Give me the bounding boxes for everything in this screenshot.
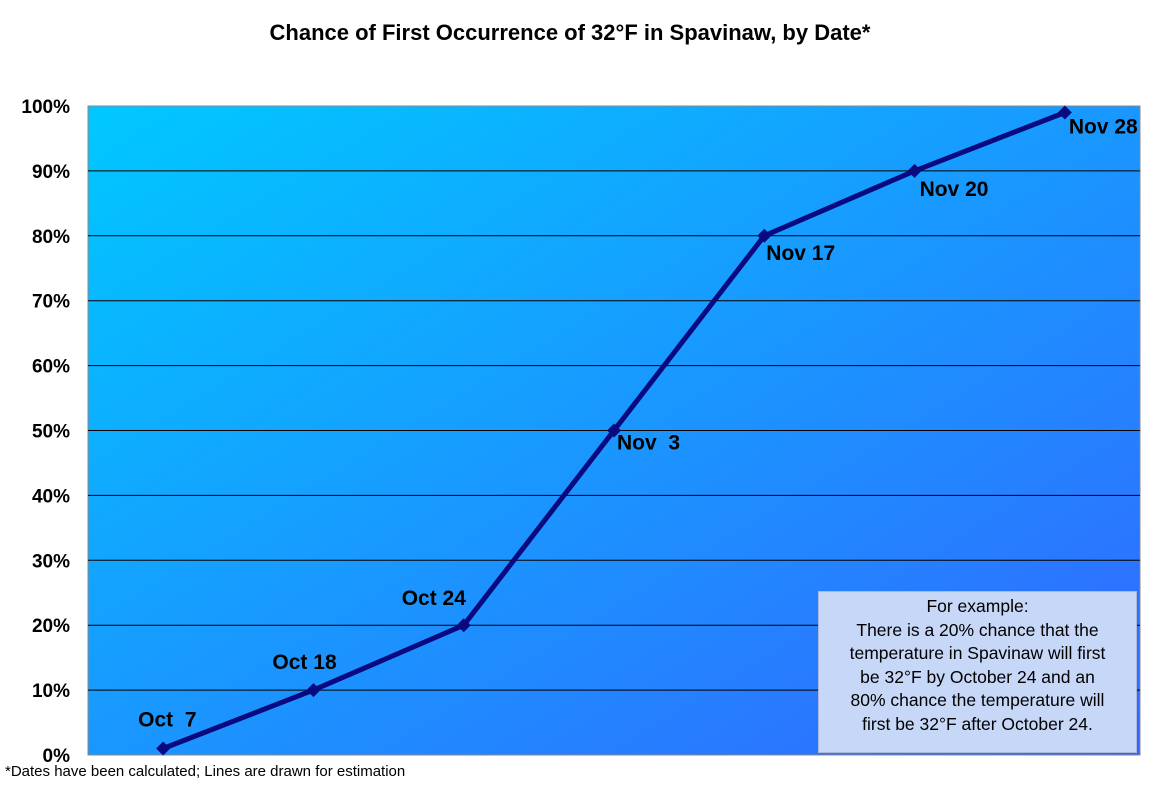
- data-labels: Oct 7 Oct 18 Oct 24 Nov 3 Nov 17 Nov 20 Nov 28: [138, 115, 1138, 731]
- y-tick-label: 90%: [32, 162, 70, 183]
- data-point-marker: [757, 228, 772, 243]
- example-line: first be 32°F after October 24.: [862, 713, 1093, 734]
- gridlines: [88, 170, 1140, 691]
- data-point-marker: [306, 683, 321, 698]
- y-tick-label: 100%: [21, 97, 70, 118]
- data-point-marker: [907, 163, 922, 178]
- data-label: Oct 24: [402, 587, 467, 610]
- example-line: temperature in Spavinaw will first: [849, 643, 1106, 663]
- y-tick-label: 0%: [43, 746, 71, 767]
- y-tick-label: 20%: [32, 616, 70, 637]
- data-label: Nov 28: [1069, 115, 1138, 138]
- data-label: Oct 18: [272, 651, 337, 674]
- footnote: *Dates have been calculated; Lines are d…: [5, 763, 406, 780]
- data-point-marker: [456, 618, 471, 633]
- data-point-marker: [156, 741, 171, 756]
- example-line: 80% chance the temperature will: [850, 690, 1105, 710]
- y-tick-label: 50%: [32, 422, 70, 443]
- y-tick-label: 10%: [32, 681, 70, 702]
- data-label: Nov 3: [617, 432, 680, 455]
- example-line: There is a 20% chance that the: [856, 619, 1099, 640]
- example-line: For example:: [926, 596, 1029, 616]
- y-tick-label: 30%: [32, 551, 70, 572]
- y-tick-label: 40%: [32, 486, 70, 507]
- data-point-marker: [607, 423, 621, 438]
- y-tick-label: 60%: [32, 357, 70, 378]
- data-label: Oct 7: [138, 709, 196, 732]
- y-axis-ticks: 0% 10% 20% 30% 40% 50% 60% 70% 80% 90% 100%: [21, 97, 70, 767]
- example-note-box: For example: There is a 20% chance that …: [818, 591, 1137, 753]
- data-point-marker: [1057, 105, 1072, 120]
- example-line: be 32°F by October 24 and an: [860, 666, 1095, 687]
- data-markers: [156, 105, 1072, 756]
- y-tick-label: 80%: [32, 227, 70, 248]
- data-label: Nov 17: [766, 242, 835, 265]
- chart-title: Chance of First Occurrence of 32°F in Sp…: [269, 20, 871, 45]
- data-label: Nov 20: [920, 178, 989, 201]
- y-tick-label: 70%: [32, 292, 70, 313]
